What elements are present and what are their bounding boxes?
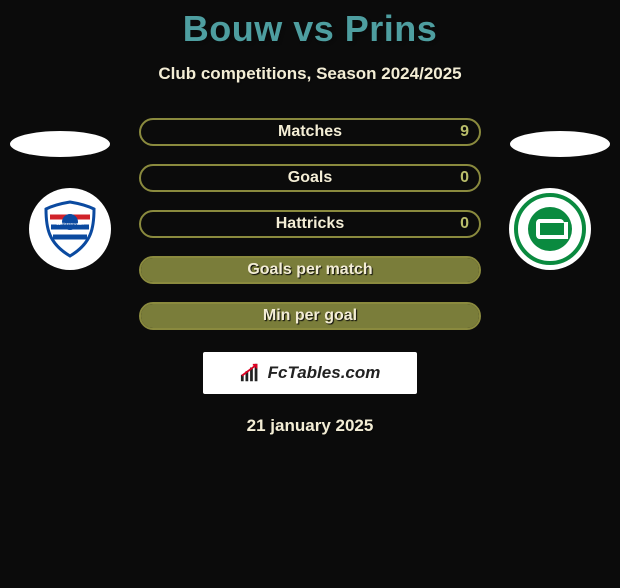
stat-row: Hattricks0 — [139, 210, 481, 238]
stat-label: Hattricks — [141, 212, 479, 236]
brand-badge: FcTables.com — [203, 352, 417, 394]
stat-label: Goals per match — [141, 258, 479, 282]
stat-value-right: 9 — [460, 120, 469, 144]
club-logo-right — [509, 188, 591, 270]
stat-row: Goals per match — [139, 256, 481, 284]
stat-label: Goals — [141, 166, 479, 190]
stat-value-right: 0 — [460, 166, 469, 190]
date-label: 21 january 2025 — [0, 416, 620, 436]
groningen-badge-icon — [514, 193, 586, 265]
player-badge-right — [510, 131, 610, 157]
stats-list: Matches9Goals0Hattricks0Goals per matchM… — [139, 118, 481, 330]
player-badge-left — [10, 131, 110, 157]
stat-label: Matches — [141, 120, 479, 144]
stat-row: Matches9 — [139, 118, 481, 146]
stat-label: Min per goal — [141, 304, 479, 328]
bars-icon — [240, 363, 262, 383]
subtitle: Club competitions, Season 2024/2025 — [0, 64, 620, 84]
page-title: Bouw vs Prins — [0, 8, 620, 50]
club-logo-left: sc Heerenveen — [29, 188, 111, 270]
brand-label: FcTables.com — [268, 363, 381, 383]
svg-text:sc Heerenveen: sc Heerenveen — [57, 221, 84, 226]
heerenveen-shield-icon: sc Heerenveen — [40, 199, 100, 259]
stat-row: Min per goal — [139, 302, 481, 330]
stat-row: Goals0 — [139, 164, 481, 192]
stat-value-right: 0 — [460, 212, 469, 236]
